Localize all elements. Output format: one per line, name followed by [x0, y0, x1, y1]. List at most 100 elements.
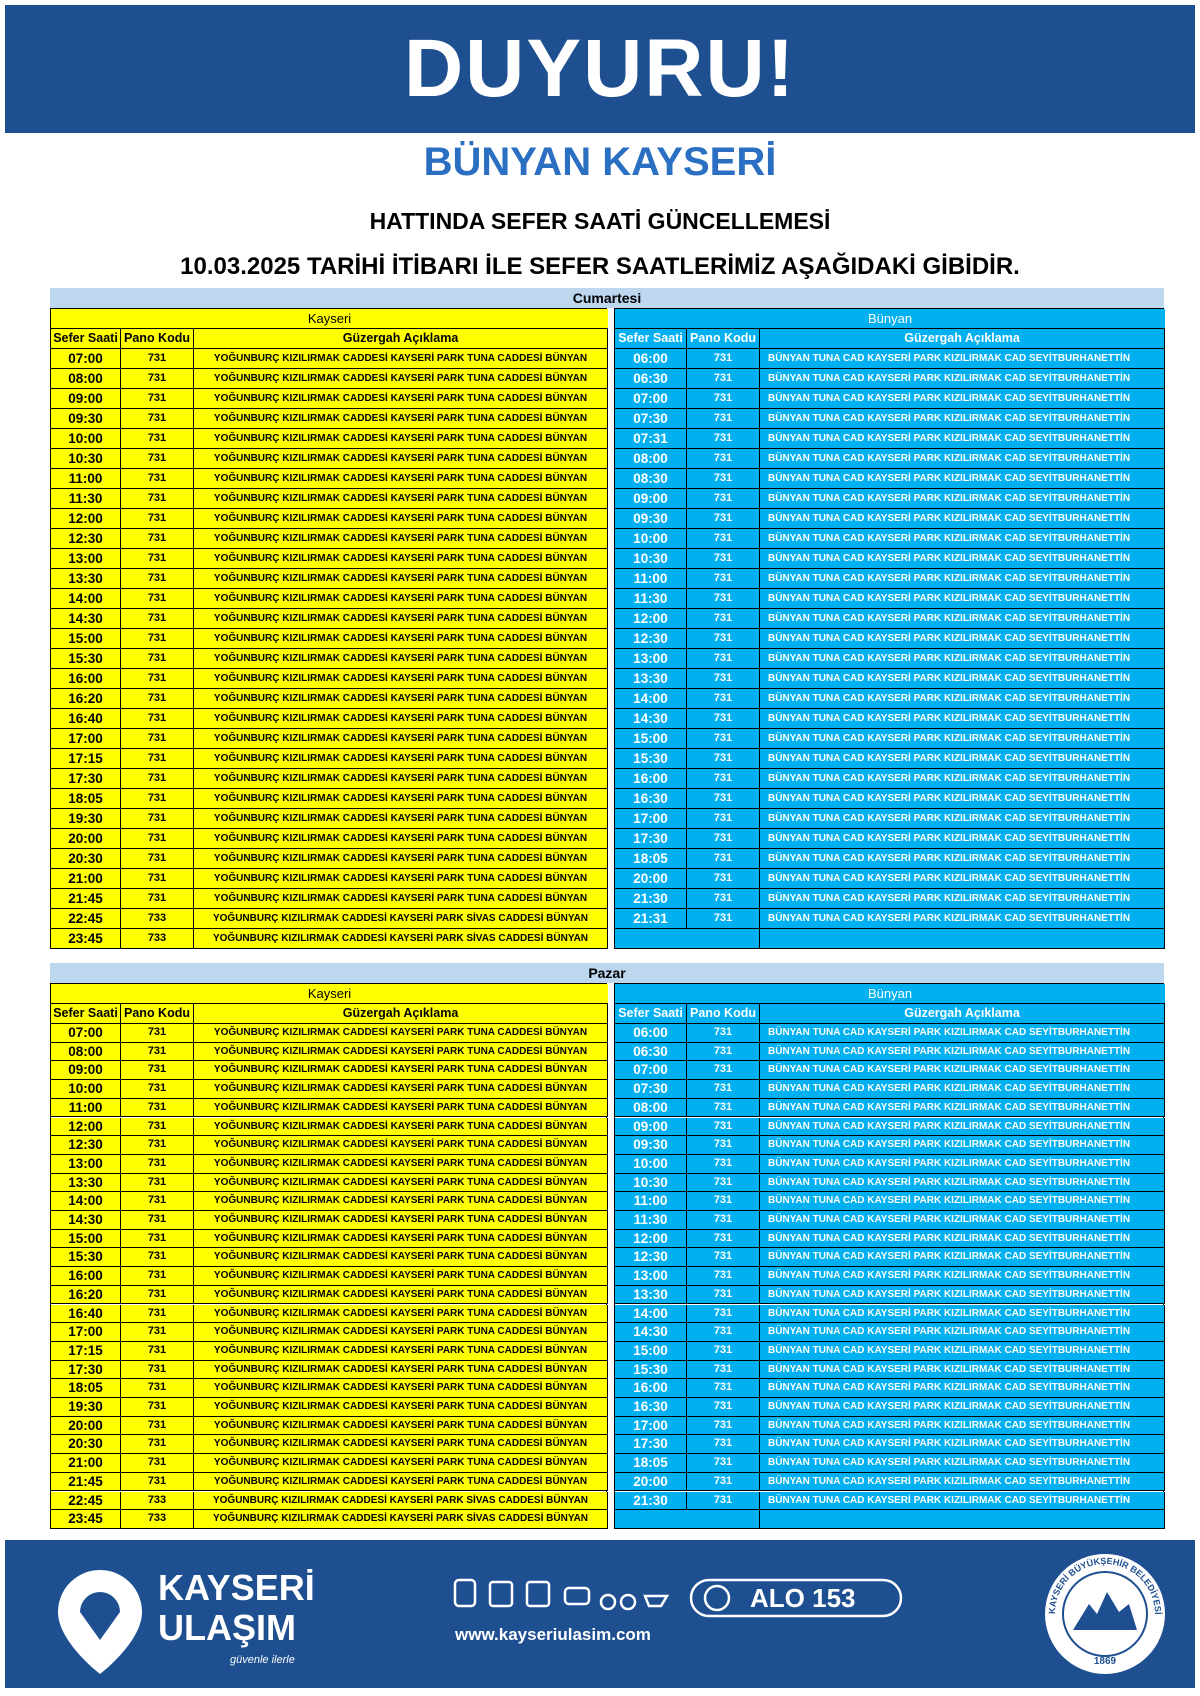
route-code: 731	[121, 1117, 194, 1137]
website: www.kayseriulasim.com	[454, 1625, 651, 1644]
departure-time: 09:30	[51, 409, 121, 429]
departure-time: 11:30	[615, 589, 687, 609]
route-description: BÜNYAN TUNA CAD KAYSERİ PARK KIZILIRMAK …	[760, 1398, 1165, 1417]
route-code: 731	[687, 1117, 760, 1137]
route-code: 731	[687, 1416, 760, 1436]
route-description: BÜNYAN TUNA CAD KAYSERİ PARK KIZILIRMAK …	[760, 1192, 1165, 1211]
route-code: 731	[121, 1285, 194, 1305]
route-code: 731	[121, 869, 194, 889]
route-code: 731	[687, 1061, 760, 1081]
timetable: Bünyan Sefer Saati Pano Kodu Güzergah Açıkl…	[614, 983, 1165, 1529]
route-code: 731	[121, 1024, 194, 1043]
departure-time: 15:00	[615, 729, 687, 749]
route-description: YOĞUNBURÇ KIZILIRMAK CADDESİ KAYSERİ PAR…	[194, 1491, 608, 1511]
route-description: YOĞUNBURÇ KIZILIRMAK CADDESİ KAYSERİ PAR…	[194, 1080, 608, 1099]
route-description: BÜNYAN TUNA CAD KAYSERİ PARK KIZILIRMAK …	[760, 1136, 1165, 1155]
route-description: BÜNYAN TUNA CAD KAYSERİ PARK KIZILIRMAK …	[760, 389, 1165, 409]
route-description: BÜNYAN TUNA CAD KAYSERİ PARK KIZILIRMAK …	[760, 1229, 1165, 1249]
route-description: YOĞUNBURÇ KIZILIRMAK CADDESİ KAYSERİ PAR…	[194, 1173, 608, 1193]
route-code: 731	[687, 529, 760, 549]
route-description: YOĞUNBURÇ KIZILIRMAK CADDESİ KAYSERİ PAR…	[194, 589, 608, 609]
departure-time: 13:00	[51, 549, 121, 569]
departure-time: 21:45	[51, 1472, 121, 1492]
route-code: 731	[687, 1080, 760, 1099]
route-code: 731	[687, 1323, 760, 1342]
column-header: Pano Kodu	[687, 1004, 760, 1024]
route-description: YOĞUNBURÇ KIZILIRMAK CADDESİ KAYSERİ PAR…	[194, 1061, 608, 1081]
route-code: 731	[121, 1304, 194, 1324]
route-description: YOĞUNBURÇ KIZILIRMAK CADDESİ KAYSERİ PAR…	[194, 869, 608, 889]
departure-time: 07:31	[615, 429, 687, 449]
route-description: BÜNYAN TUNA CAD KAYSERİ PARK KIZILIRMAK …	[760, 529, 1165, 549]
route-code: 731	[121, 749, 194, 769]
route-code: 731	[121, 1154, 194, 1174]
route-code: 731	[687, 1267, 760, 1286]
route-code: 731	[687, 869, 760, 889]
route-description: YOĞUNBURÇ KIZILIRMAK CADDESİ KAYSERİ PAR…	[194, 1136, 608, 1155]
section-title: Pazar	[50, 963, 1164, 983]
route-description: BÜNYAN TUNA CAD KAYSERİ PARK KIZILIRMAK …	[760, 1248, 1165, 1268]
slogan: güvenle ilerle	[230, 1654, 295, 1666]
route-code: 731	[121, 509, 194, 529]
departure-time: 23:45	[51, 1510, 121, 1529]
departure-time: 07:00	[615, 389, 687, 409]
route-code: 731	[687, 1454, 760, 1473]
route-description: BÜNYAN TUNA CAD KAYSERİ PARK KIZILIRMAK …	[760, 809, 1165, 829]
route-code: 731	[687, 509, 760, 529]
departure-time: 23:45	[51, 929, 121, 949]
route-description: YOĞUNBURÇ KIZILIRMAK CADDESİ KAYSERİ PAR…	[194, 569, 608, 589]
route-description: BÜNYAN TUNA CAD KAYSERİ PARK KIZILIRMAK …	[760, 409, 1165, 429]
route-description: BÜNYAN TUNA CAD KAYSERİ PARK KIZILIRMAK …	[760, 1285, 1165, 1305]
route-description: BÜNYAN TUNA CAD KAYSERİ PARK KIZILIRMAK …	[760, 1304, 1165, 1324]
route-description: YOĞUNBURÇ KIZILIRMAK CADDESİ KAYSERİ PAR…	[194, 769, 608, 789]
departure-time: 09:00	[615, 489, 687, 509]
departure-time: 11:30	[51, 489, 121, 509]
departure-time: 10:30	[51, 449, 121, 469]
route-description: YOĞUNBURÇ KIZILIRMAK CADDESİ KAYSERİ PAR…	[194, 909, 608, 929]
route-description: YOĞUNBURÇ KIZILIRMAK CADDESİ KAYSERİ PAR…	[194, 1341, 608, 1361]
departure-time: 11:30	[615, 1211, 687, 1230]
route-description: BÜNYAN TUNA CAD KAYSERİ PARK KIZILIRMAK …	[760, 349, 1165, 369]
route-code: 731	[121, 349, 194, 369]
departure-time: 18:05	[51, 1379, 121, 1398]
departure-time: 17:00	[615, 1416, 687, 1436]
route-description: YOĞUNBURÇ KIZILIRMAK CADDESİ KAYSERİ PAR…	[194, 1435, 608, 1455]
route-code: 731	[687, 1173, 760, 1193]
departure-time: 15:30	[615, 749, 687, 769]
departure-time: 15:00	[51, 1229, 121, 1249]
column-header: Güzergah Açıklama	[194, 329, 608, 349]
seal-year: 1869	[1094, 1656, 1117, 1667]
route-code: 731	[687, 709, 760, 729]
route-code: 731	[687, 689, 760, 709]
route-code: 733	[121, 1491, 194, 1511]
route-code: 731	[121, 689, 194, 709]
route-description: YOĞUNBURÇ KIZILIRMAK CADDESİ KAYSERİ PAR…	[194, 449, 608, 469]
route-description: YOĞUNBURÇ KIZILIRMAK CADDESİ KAYSERİ PAR…	[194, 1398, 608, 1417]
departure-time: 15:30	[51, 649, 121, 669]
departure-time: 15:00	[51, 629, 121, 649]
departure-time: 15:30	[615, 1360, 687, 1380]
route-code: 731	[687, 349, 760, 369]
route-code: 731	[121, 389, 194, 409]
departure-time: 13:00	[51, 1154, 121, 1174]
departure-time: 22:45	[51, 1491, 121, 1511]
route-code: 731	[687, 369, 760, 389]
departure-time: 09:00	[51, 1061, 121, 1081]
departure-time: 11:00	[615, 569, 687, 589]
route-description: YOĞUNBURÇ KIZILIRMAK CADDESİ KAYSERİ PAR…	[194, 929, 608, 949]
route-code: 731	[121, 849, 194, 869]
route-description: BÜNYAN TUNA CAD KAYSERİ PARK KIZILIRMAK …	[760, 1360, 1165, 1380]
route-description: YOĞUNBURÇ KIZILIRMAK CADDESİ KAYSERİ PAR…	[194, 1416, 608, 1436]
route-description: BÜNYAN TUNA CAD KAYSERİ PARK KIZILIRMAK …	[760, 689, 1165, 709]
route-description: BÜNYAN TUNA CAD KAYSERİ PARK KIZILIRMAK …	[760, 1117, 1165, 1137]
departure-time: 12:00	[615, 609, 687, 629]
route-description: YOĞUNBURÇ KIZILIRMAK CADDESİ KAYSERİ PAR…	[194, 1024, 608, 1043]
seal-ring	[1062, 1571, 1148, 1657]
departure-time: 12:30	[51, 1136, 121, 1155]
column-header: Sefer Saati	[615, 1004, 687, 1024]
departure-time: 22:45	[51, 909, 121, 929]
route-description: YOĞUNBURÇ KIZILIRMAK CADDESİ KAYSERİ PAR…	[194, 489, 608, 509]
route-code: 731	[121, 489, 194, 509]
departure-time: 16:20	[51, 689, 121, 709]
departure-time: 17:00	[51, 729, 121, 749]
